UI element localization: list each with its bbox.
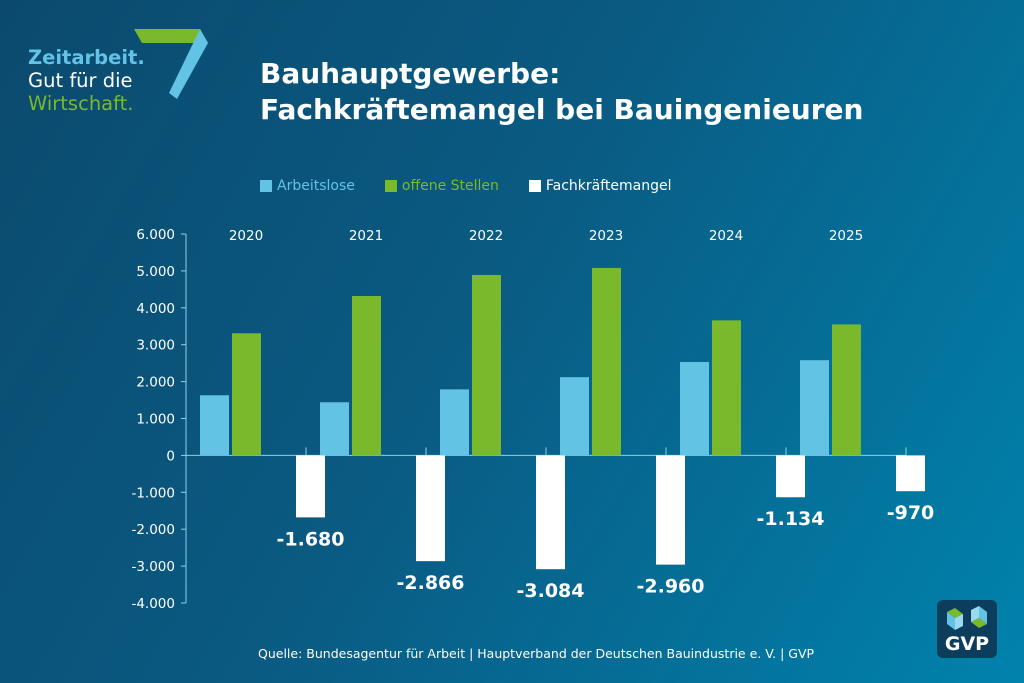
- category-label: 2022: [469, 228, 503, 244]
- legend-swatch-fachkraeftemangel: [528, 180, 541, 192]
- y-tick-label: 3.000: [136, 338, 175, 354]
- y-tick-label: -3.000: [131, 559, 175, 575]
- y-tick-label: 6.000: [136, 227, 175, 243]
- source-note: Quelle: Bundesagentur für Arbeit | Haupt…: [258, 646, 815, 661]
- bar-offene-stellen: [232, 333, 261, 456]
- legend-label-fachkraeftemangel: Fachkräftemangel: [545, 178, 672, 194]
- y-tick-label: 0: [166, 448, 175, 464]
- legend-swatch-offene-stellen: [384, 180, 397, 192]
- bar-arbeitslose: [440, 389, 469, 456]
- legend-label-arbeitslose: Arbeitslose: [277, 178, 355, 194]
- y-tick-label: 4.000: [136, 301, 175, 317]
- bar-fachkr-ftemangel: [536, 455, 565, 570]
- category-label: 2024: [709, 228, 743, 244]
- legend-item-fachkraeftemangel: Fachkräftemangel: [528, 178, 672, 194]
- y-tick-label: 1.000: [136, 412, 175, 428]
- data-label: -1.680: [277, 528, 345, 550]
- bar-fachkr-ftemangel: [896, 455, 925, 492]
- gvp-badge-text: GVP: [944, 633, 990, 655]
- logo: Zeitarbeit. Gut für die Wirtschaft.: [28, 46, 145, 115]
- category-label: 2021: [349, 228, 383, 244]
- category-label: 2023: [589, 228, 623, 244]
- data-label: -2.960: [637, 576, 705, 598]
- seven-logo-icon: [134, 29, 208, 99]
- legend-item-arbeitslose: Arbeitslose: [260, 178, 355, 194]
- bar-offene-stellen: [832, 324, 861, 456]
- bar-fachkr-ftemangel: [296, 455, 325, 518]
- bar-arbeitslose: [320, 402, 349, 456]
- gvp-logo-icon: [947, 606, 987, 630]
- y-tick-label: -1.000: [131, 485, 175, 501]
- y-tick-label: -2.000: [131, 522, 175, 538]
- title-line-1: Bauhauptgewerbe:: [260, 57, 561, 90]
- y-tick-label: 5.000: [136, 264, 175, 280]
- data-label: -970: [887, 502, 935, 524]
- bar-arbeitslose: [560, 377, 589, 456]
- bar-offene-stellen: [712, 320, 741, 456]
- logo-line-1: Zeitarbeit.: [28, 46, 145, 69]
- bar-arbeitslose: [680, 362, 709, 456]
- data-label: -3.084: [517, 580, 585, 602]
- bar-fachkr-ftemangel: [416, 455, 445, 562]
- legend-label-offene-stellen: offene Stellen: [401, 178, 499, 194]
- legend-item-offene-stellen: offene Stellen: [384, 178, 499, 194]
- bar-arbeitslose: [800, 360, 829, 456]
- bar-offene-stellen: [472, 274, 501, 456]
- data-label: -2.866: [397, 572, 465, 594]
- bar-fachkr-ftemangel: [656, 455, 685, 565]
- bar-offene-stellen: [592, 267, 621, 456]
- bar-arbeitslose: [200, 395, 229, 456]
- page-title: Bauhauptgewerbe: Fachkräftemangel bei Ba…: [260, 56, 863, 128]
- category-label: 2025: [829, 228, 863, 244]
- bar-offene-stellen: [352, 295, 381, 456]
- y-tick-label: -4.000: [131, 596, 175, 612]
- y-tick-label: 2.000: [136, 375, 175, 391]
- bar-fachkr-ftemangel: [776, 455, 805, 498]
- legend: Arbeitslose offene Stellen Fachkräfteman…: [260, 178, 672, 194]
- category-label: 2020: [229, 228, 263, 244]
- legend-swatch-arbeitslose: [260, 180, 272, 192]
- data-label: -1.134: [757, 508, 825, 530]
- gvp-badge: GVP: [937, 600, 997, 658]
- logo-line-3: Wirtschaft.: [28, 92, 134, 115]
- logo-line-2: Gut für die: [28, 69, 133, 92]
- title-line-2: Fachkräftemangel bei Bauingenieuren: [260, 93, 864, 126]
